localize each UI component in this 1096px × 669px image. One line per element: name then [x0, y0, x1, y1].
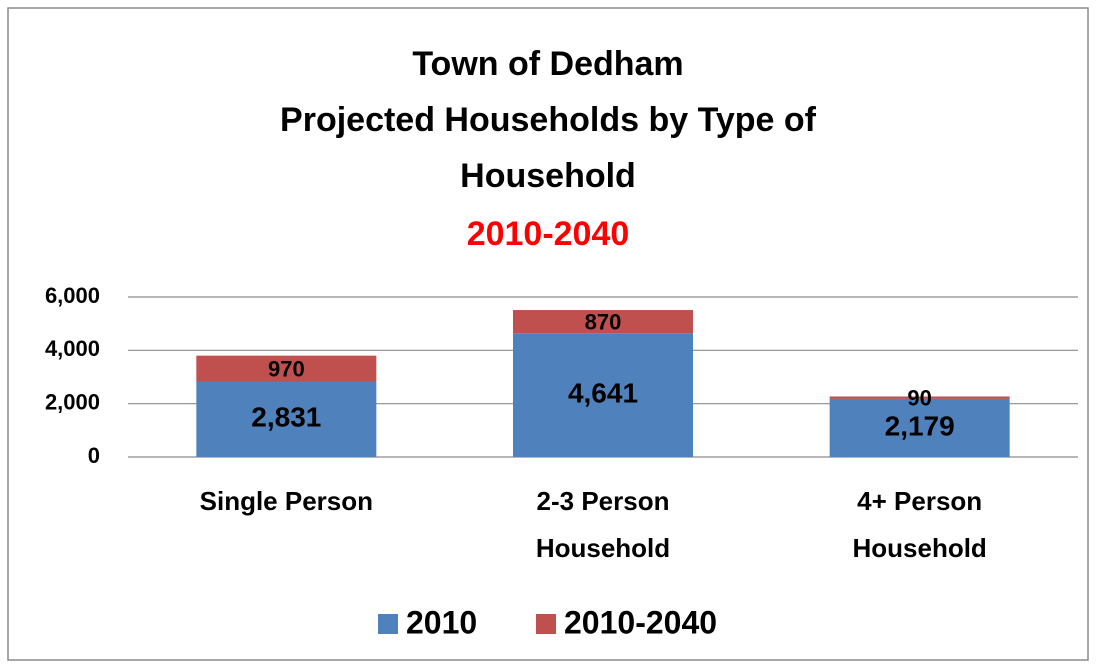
y-tick-label: 2,000 [45, 389, 100, 414]
data-label: 90 [907, 386, 931, 411]
data-label: 870 [585, 309, 622, 334]
bar-segment [829, 398, 1010, 457]
data-label: 4,641 [568, 378, 638, 409]
x-tick-label: Household [852, 533, 986, 563]
bar-segment [513, 333, 693, 457]
y-tick-label: 6,000 [45, 283, 100, 308]
bar-segment [513, 310, 693, 334]
legend-label: 2010-2040 [564, 604, 717, 640]
x-tick-label: Household [536, 533, 670, 563]
chart-subtitle: 2010-2040 [467, 215, 630, 253]
x-tick-label: 2-3 Person [537, 486, 670, 516]
chart-title: Household [460, 157, 636, 195]
chart-title: Town of Dedham [412, 45, 683, 83]
bar-segment [196, 381, 377, 457]
chart-title: Projected Households by Type of [280, 101, 817, 139]
data-label: 2,179 [885, 410, 955, 441]
bar-segment [829, 396, 1010, 399]
data-label: 970 [268, 356, 305, 381]
legend-swatch [536, 614, 556, 634]
legend-label: 2010 [406, 604, 477, 640]
x-tick-label: Single Person [200, 486, 373, 516]
bar-segment [196, 355, 377, 382]
x-tick-label: 4+ Person [857, 486, 982, 516]
legend-swatch [378, 614, 398, 634]
y-tick-label: 0 [88, 443, 100, 468]
data-label: 2,831 [251, 402, 321, 433]
y-tick-label: 4,000 [45, 336, 100, 361]
